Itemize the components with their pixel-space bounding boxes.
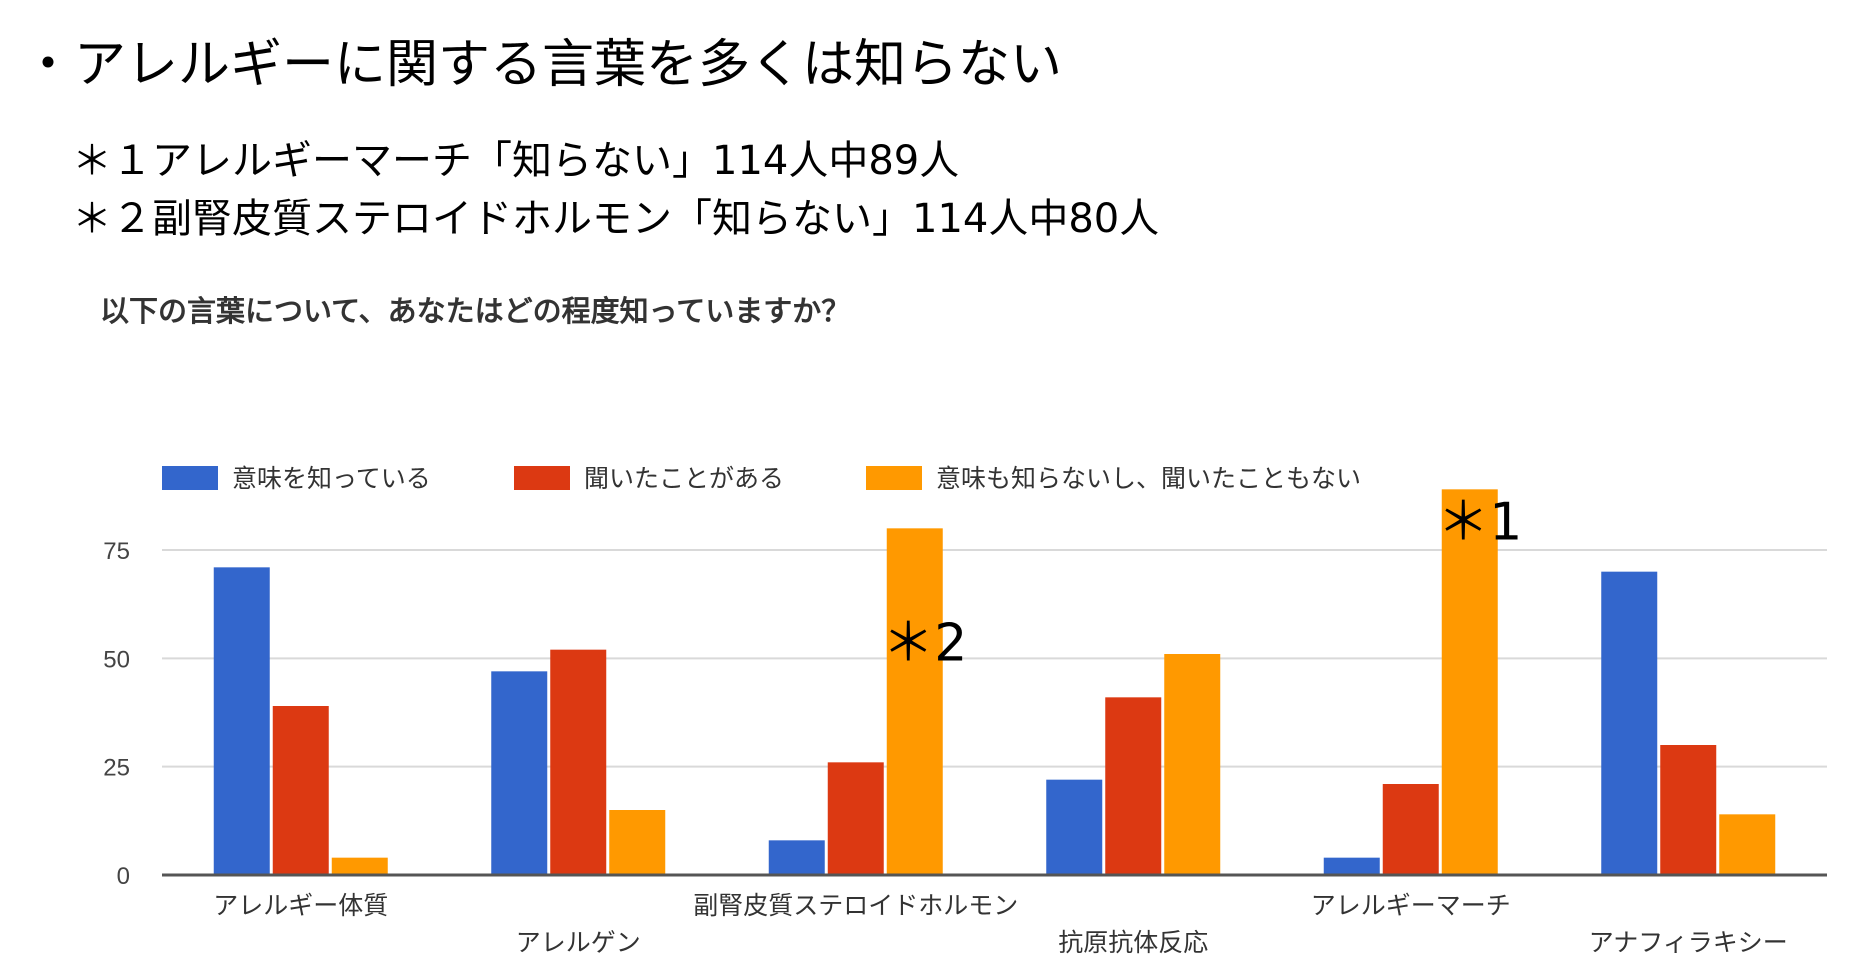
- x-tick-label: アレルギー体質: [213, 891, 388, 920]
- y-tick-label: 0: [117, 863, 130, 890]
- bar: [213, 567, 270, 875]
- bar: [1323, 857, 1380, 875]
- bar: [550, 649, 607, 875]
- bar: [1719, 814, 1776, 875]
- legend-label: 意味も知らないし、聞いたこともない: [936, 464, 1361, 493]
- slide-title: ・アレルギーに関する言葉を多くは知らない: [22, 35, 1063, 95]
- bar: [1164, 654, 1221, 875]
- bar: [886, 528, 943, 875]
- bar: [1046, 779, 1103, 875]
- bar: [331, 857, 388, 875]
- legend-label: 聞いたことがある: [584, 464, 784, 493]
- annotation-label: ＊2: [882, 613, 967, 673]
- x-tick-label: 副腎皮質ステロイドホルモン: [693, 891, 1018, 920]
- x-tick-label: アレルギーマーチ: [1311, 891, 1511, 920]
- bar: [272, 706, 329, 875]
- annotation-label: ＊1: [1437, 492, 1522, 552]
- bar: [491, 671, 548, 875]
- bar: [827, 762, 884, 875]
- y-tick-label: 25: [103, 755, 130, 782]
- y-tick-label: 50: [103, 646, 130, 673]
- bar: [609, 810, 666, 875]
- x-tick-label: アナフィラキシー: [1589, 928, 1788, 957]
- bar: [1660, 745, 1717, 875]
- y-tick-label: 75: [103, 538, 130, 565]
- bar: [1105, 697, 1162, 875]
- bar: [1441, 489, 1498, 875]
- chart-title: 以下の言葉について、あなたはどの程度知っていますか？: [100, 294, 851, 328]
- legend-swatch: [514, 466, 570, 490]
- legend-label: 意味を知っている: [232, 464, 431, 493]
- note-1: ＊１アレルギーマーチ「知らない」114人中89人: [72, 138, 960, 184]
- note-2: ＊２副腎皮質ステロイドホルモン「知らない」114人中80人: [72, 196, 1160, 242]
- bar: [1382, 784, 1439, 875]
- x-tick-label: 抗原抗体反応: [1058, 928, 1208, 957]
- x-tick-label: アレルゲン: [516, 928, 641, 957]
- legend-swatch: [162, 466, 218, 490]
- bar: [1601, 571, 1658, 875]
- bar: [768, 840, 825, 875]
- legend-swatch: [866, 466, 922, 490]
